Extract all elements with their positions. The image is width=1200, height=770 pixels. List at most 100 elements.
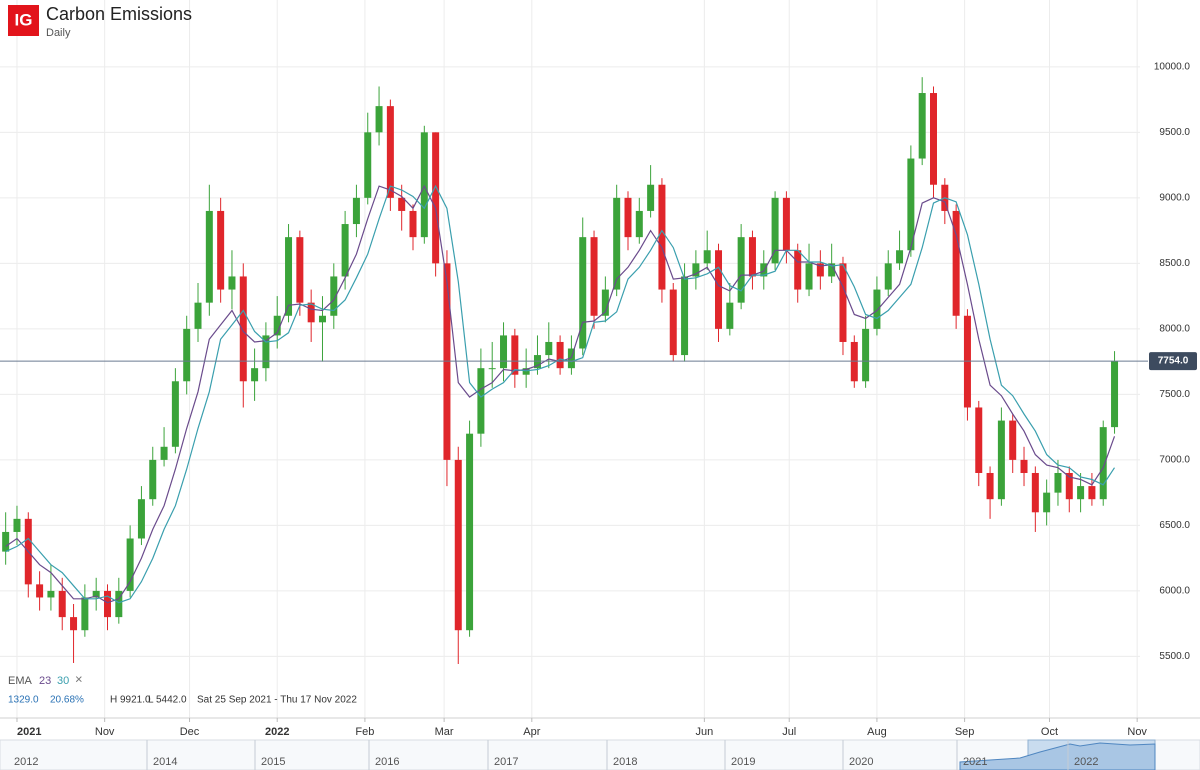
candle-body [782, 197, 790, 251]
candle-body [1054, 472, 1062, 493]
y-tick-label: 6000.0 [1159, 586, 1190, 597]
candle-body [997, 420, 1005, 500]
candle-body [398, 197, 406, 211]
stat-change: 1329.0 [8, 695, 39, 706]
y-tick-label: 7500.0 [1159, 389, 1190, 400]
candle-body [1088, 486, 1096, 500]
ema-line [5, 184, 1116, 604]
indicator-legend[interactable]: 23 [39, 675, 51, 687]
candle-body [748, 237, 756, 277]
candle-body [160, 446, 168, 460]
candle-body [522, 368, 530, 375]
candle-body [386, 106, 394, 198]
candle-body [13, 518, 21, 532]
navigator-area [959, 742, 1156, 770]
y-tick-label: 8000.0 [1159, 324, 1190, 335]
candle-body [681, 276, 689, 356]
last-price-box [1149, 352, 1197, 371]
candle-body [647, 184, 655, 211]
x-tick-label: Oct [1041, 726, 1058, 738]
candle-body [307, 302, 315, 323]
candle-body [228, 276, 236, 290]
candle-body [47, 590, 55, 598]
candle-body [2, 531, 10, 552]
x-tick-label: 2022 [265, 726, 289, 738]
candle-body [137, 499, 145, 539]
candle-body [658, 184, 666, 290]
candle-body [239, 276, 247, 382]
candle-body [873, 289, 881, 329]
plot-area [0, 77, 1148, 665]
candle-body [115, 590, 123, 618]
x-tick-label: Nov [1127, 726, 1147, 738]
candle-body [454, 459, 462, 631]
candle-body [171, 381, 179, 447]
candle-body [986, 472, 994, 500]
x-tick-label: Feb [355, 726, 374, 738]
candle-body [590, 237, 598, 316]
candle-body [952, 210, 960, 316]
candle-body [975, 407, 983, 473]
candle-body [375, 106, 383, 133]
candle-body [296, 237, 304, 303]
navigator-label: 2015 [261, 756, 285, 768]
candle-body [420, 132, 428, 238]
candle-body [466, 433, 474, 631]
indicator-label: EMA [8, 675, 33, 687]
close-button[interactable]: × [75, 671, 83, 686]
candle-body [352, 197, 360, 225]
candle-body [488, 368, 496, 370]
candle-body [443, 263, 451, 460]
candle-body [862, 328, 870, 382]
candle-body [318, 315, 326, 323]
candle-body [929, 93, 937, 185]
candle-body [1043, 492, 1051, 513]
navigator-label: 2020 [849, 756, 873, 768]
candle-body [477, 368, 485, 434]
candle-body [1099, 427, 1107, 500]
candle-body [1065, 472, 1073, 500]
candle-body [364, 132, 372, 198]
candle-body [963, 315, 971, 408]
ema-line [5, 184, 1116, 604]
candle-body [760, 263, 768, 277]
candle-body [205, 210, 213, 303]
x-tick-label: Jul [782, 726, 796, 738]
candle-body [273, 315, 281, 336]
candle-body [1020, 459, 1028, 473]
candle-body [149, 459, 157, 500]
candle-body [850, 341, 858, 382]
candle-body [816, 263, 824, 277]
logo-box [8, 5, 39, 36]
candle-body [771, 197, 779, 264]
navigator-label: 2017 [494, 756, 518, 768]
stat-range: Sat 25 Sep 2021 - Thu 17 Nov 2022 [197, 695, 357, 706]
candle-body [556, 341, 564, 369]
x-tick-label: Apr [523, 726, 540, 738]
candle-body [601, 289, 609, 316]
candle-body [692, 263, 700, 277]
candle-body [70, 617, 78, 631]
candle-body [545, 341, 553, 356]
candle-body [839, 263, 847, 342]
candle-body [918, 93, 926, 159]
y-tick-label: 9000.0 [1159, 192, 1190, 203]
candle-body [262, 335, 270, 369]
x-tick-label: 2021 [17, 726, 41, 738]
candle-body [36, 584, 44, 598]
candle-body [1031, 472, 1039, 513]
y-tick-label: 5500.0 [1159, 651, 1190, 662]
candle-body [567, 348, 575, 369]
stat-high: H 9921.0 [110, 695, 151, 706]
candle-body [58, 590, 66, 618]
navigator-label: 2012 [14, 756, 38, 768]
indicator-legend[interactable]: 30 [57, 675, 69, 687]
candle-body [251, 368, 259, 382]
y-tick-label: 6500.0 [1159, 520, 1190, 531]
navigator-label: 2018 [613, 756, 637, 768]
candle-body [669, 289, 677, 356]
last-price-label: 7754.0 [1158, 356, 1189, 367]
navigator-label: 2016 [375, 756, 399, 768]
